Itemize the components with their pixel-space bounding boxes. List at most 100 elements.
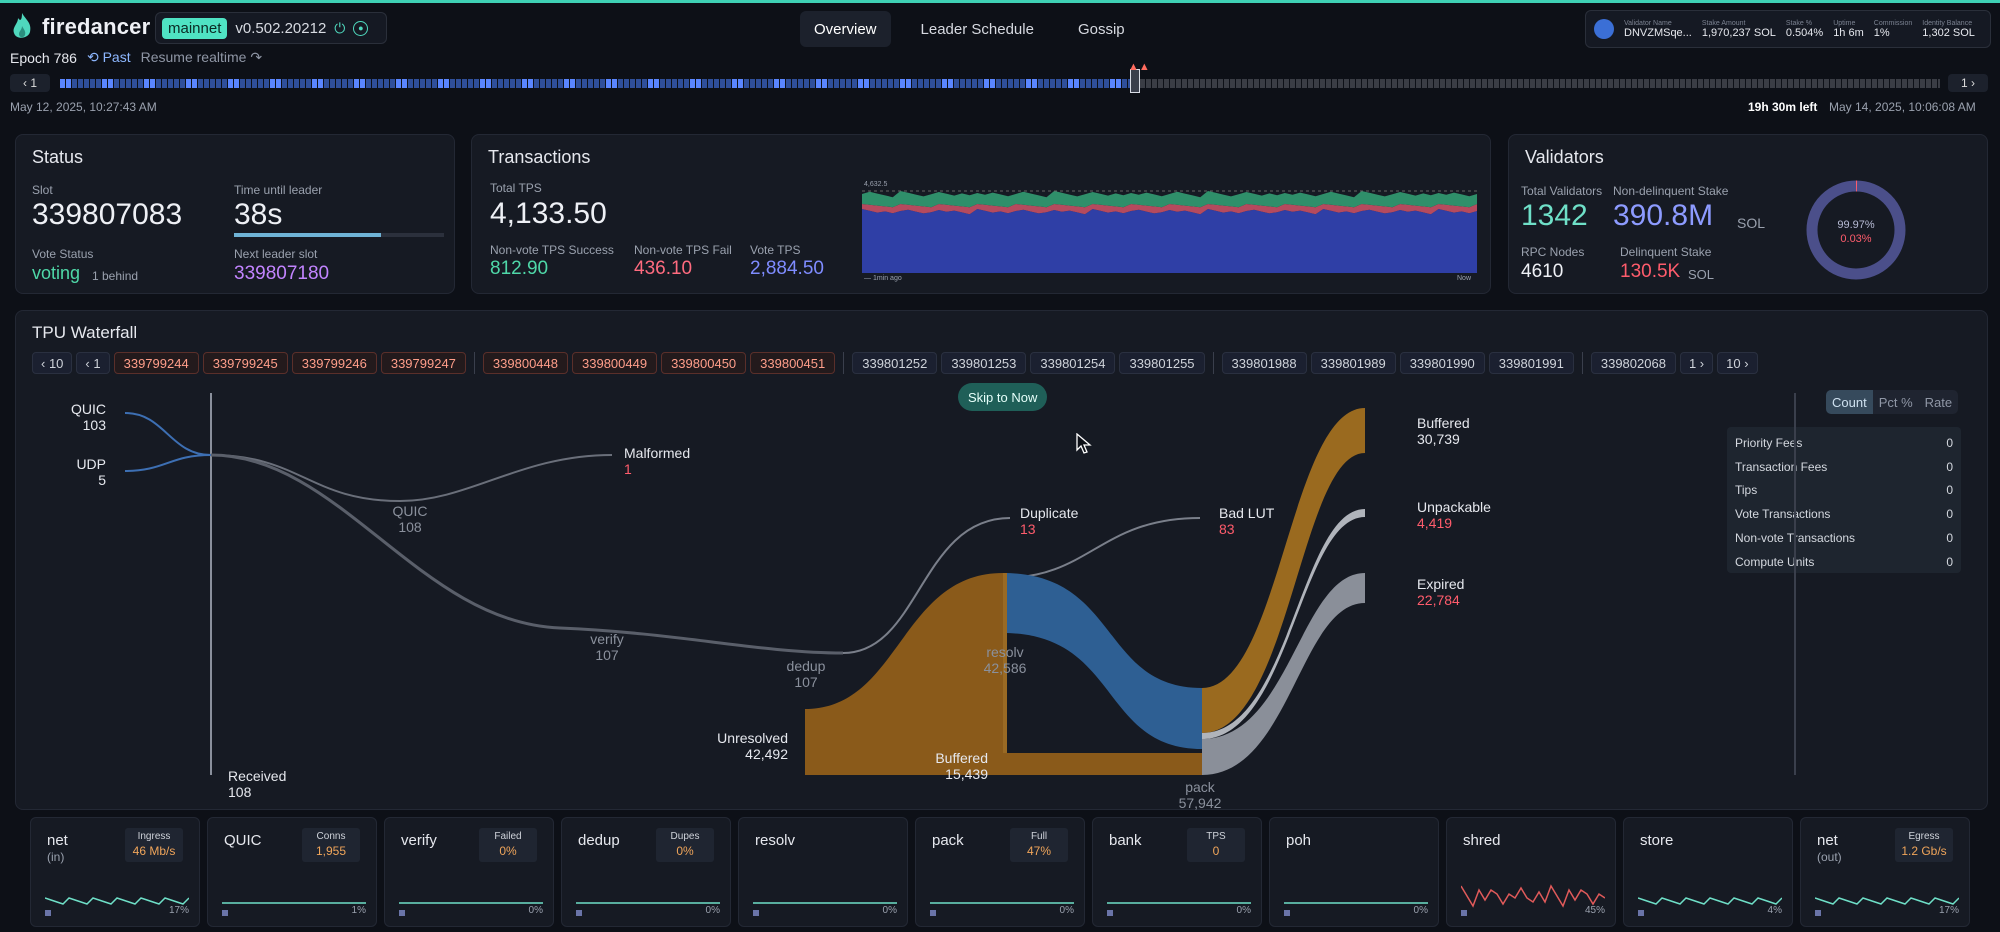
slot-chip[interactable]: 339801254 (1030, 352, 1116, 374)
settings-icon[interactable]: ● (353, 20, 369, 36)
delinquent-stake-value: 130.5K (1620, 261, 1681, 282)
tile-name: net (1817, 832, 1838, 849)
slot-chip[interactable]: 339801252 (852, 352, 938, 374)
slot-chip[interactable]: 339799245 (202, 352, 288, 374)
tab-gossip[interactable]: Gossip (1077, 20, 1125, 38)
mode-count-button[interactable]: Count (1826, 390, 1873, 414)
timeline-segment (978, 79, 983, 88)
timeline-segment (786, 79, 791, 88)
tile-poh[interactable]: poh 0% (1269, 817, 1439, 927)
flow-expired (1202, 573, 1365, 775)
prev-10-button[interactable]: ‹ 10 (32, 352, 73, 374)
tab-overview[interactable]: Overview (800, 11, 891, 47)
timeline-segment (612, 79, 617, 88)
slot-chip[interactable]: 339800448 (482, 352, 568, 374)
timeline-segment (270, 79, 275, 88)
brand-logo[interactable]: firedancer (10, 12, 150, 42)
tile-store[interactable]: store 4% (1623, 817, 1793, 927)
slot-chip[interactable]: 339801255 (1119, 352, 1205, 374)
slot-chip[interactable]: 339800451 (750, 352, 836, 374)
slot-chip[interactable]: 339801991 (1488, 352, 1574, 374)
timeline-segment (1104, 79, 1109, 88)
nondelinquent-stake-value: 390.8M (1613, 199, 1714, 232)
next-leader-slot-value: 339807180 (234, 263, 330, 284)
tile-shred[interactable]: shred 45% (1446, 817, 1616, 927)
timeline-segment (1296, 79, 1301, 88)
tile-net-out-[interactable]: net (out) Egress 1.2 Gb/s 17% (1800, 817, 1970, 927)
resume-realtime-button[interactable]: Resume realtime ↷ (140, 49, 263, 65)
prev-1-button[interactable]: ‹ 1 (76, 352, 110, 374)
tile-net-in-[interactable]: net (in) Ingress 46 Mb/s 17% (30, 817, 200, 927)
slot-chip[interactable]: 339800449 (572, 352, 658, 374)
timeline-segment (1320, 79, 1325, 88)
timeline-segment (306, 79, 311, 88)
slot-chip[interactable]: 339799244 (113, 352, 199, 374)
slot-chip[interactable]: 339799247 (380, 352, 466, 374)
slot-chip[interactable]: 339800450 (661, 352, 747, 374)
stake-donut-delinquent (1806, 180, 1906, 280)
timeline-segment (474, 79, 479, 88)
tile-resolv[interactable]: resolv 0% (738, 817, 908, 927)
timeline-start-date: May 12, 2025, 10:27:43 AM (10, 100, 157, 114)
timeline-segment (1566, 79, 1571, 88)
timeline-segment (1074, 79, 1079, 88)
timeline-segment (402, 79, 407, 88)
timeline-segment (1560, 79, 1565, 88)
timeline-segment (204, 79, 209, 88)
donut-pct-bottom: 0.03% (1840, 233, 1872, 245)
timeline-segment (792, 79, 797, 88)
slot-label: Slot (32, 183, 53, 197)
node-verify: verify 107 (590, 631, 624, 663)
timeline-segment (516, 79, 521, 88)
vote-status-value: voting (32, 263, 81, 283)
tile-bank[interactable]: bank TPS 0 0% (1092, 817, 1262, 927)
mode-pct-button[interactable]: Pct % (1872, 390, 1919, 414)
tile-verify[interactable]: verify Failed 0% 0% (384, 817, 554, 927)
timeline-cursor[interactable]: ▲▲ (1128, 61, 1150, 93)
tile-QUIC[interactable]: QUIC Conns 1,955 1% (207, 817, 377, 927)
tab-leader-schedule[interactable]: Leader Schedule (920, 20, 1034, 38)
timeline-segment (414, 79, 419, 88)
timeline-segment (420, 79, 425, 88)
next-10-button[interactable]: 10 › (1717, 352, 1758, 374)
history-icon: ⟲ (86, 49, 99, 65)
timeline-segment (1860, 79, 1865, 88)
timeline-segment (570, 79, 575, 88)
timeline-segment (1248, 79, 1253, 88)
timeline-segment (1836, 79, 1841, 88)
slot-chip[interactable]: 339799246 (291, 352, 377, 374)
timeline-track[interactable] (60, 79, 1940, 88)
timeline-segment (732, 79, 737, 88)
timeline-prev-button[interactable]: ‹ 1 (10, 74, 50, 92)
tile-indicator (1284, 910, 1290, 916)
timeline-segment (546, 79, 551, 88)
slot-chip[interactable]: 339801988 (1221, 352, 1307, 374)
epoch-timeline: ‹ 1 ▲▲ 1 › (10, 61, 1988, 93)
slot-chip[interactable]: 339801989 (1310, 352, 1396, 374)
timeline-segment (1122, 79, 1127, 88)
tile-dedup[interactable]: dedup Dupes 0% 0% (561, 817, 731, 927)
timeline-segment (1824, 79, 1829, 88)
timeline-next-button[interactable]: 1 › (1948, 74, 1988, 92)
tile-metric: Egress 1.2 Gb/s (1895, 828, 1953, 862)
timeline-segment (756, 79, 761, 88)
slot-chip[interactable]: 339801253 (941, 352, 1027, 374)
nonvote-fail-label: Non-vote TPS Fail (634, 243, 732, 257)
validator-summary[interactable]: Validator Name DNVZMSqe... Stake Amount 1,… (1585, 10, 1991, 48)
timeline-segment (900, 79, 905, 88)
node-unpackable: Unpackable 4,419 (1417, 499, 1491, 531)
next-1-button[interactable]: 1 › (1679, 352, 1714, 374)
mode-rate-button[interactable]: Rate (1918, 390, 1959, 414)
past-button[interactable]: ⟲ Past (86, 49, 131, 65)
slot-chip[interactable]: 339802068 (1590, 352, 1676, 374)
tile-percent: 17% (168, 905, 189, 916)
tile-percent: 0% (882, 905, 897, 916)
timeline-segment (966, 79, 971, 88)
timeline-segment (738, 79, 743, 88)
tile-pack[interactable]: pack Full 47% 0% (915, 817, 1085, 927)
flow-verify (210, 453, 844, 655)
validator-stake: Stake Amount 1,970,237 SOL (1701, 19, 1776, 39)
slot-chip[interactable]: 339801990 (1399, 352, 1485, 374)
skip-to-now-button[interactable]: Skip to Now (958, 383, 1048, 411)
timeline-segment (1290, 79, 1295, 88)
